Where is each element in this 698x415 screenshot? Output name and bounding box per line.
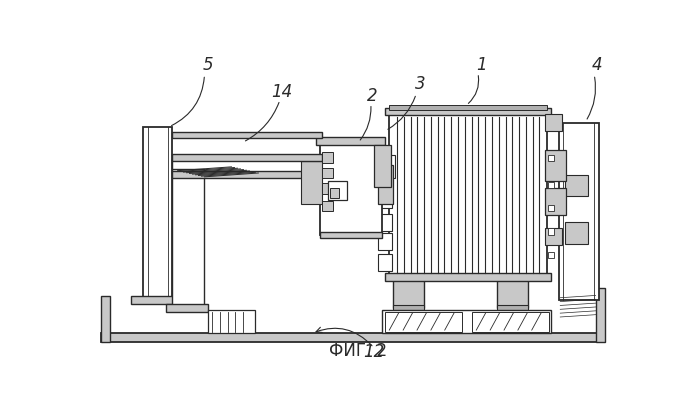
Bar bbox=[548, 251, 554, 258]
Bar bbox=[545, 150, 566, 181]
Text: 4: 4 bbox=[592, 56, 602, 74]
Bar bbox=[389, 111, 547, 277]
Bar bbox=[378, 233, 392, 250]
Bar bbox=[545, 188, 566, 215]
Bar bbox=[172, 171, 376, 178]
Text: 2: 2 bbox=[367, 87, 378, 105]
Bar bbox=[101, 296, 110, 342]
Bar bbox=[316, 137, 385, 144]
Bar bbox=[320, 232, 382, 239]
Bar bbox=[393, 305, 424, 312]
Bar bbox=[208, 310, 255, 333]
Bar bbox=[172, 169, 205, 308]
Text: 5: 5 bbox=[203, 56, 214, 74]
Bar bbox=[374, 144, 391, 187]
Bar bbox=[565, 175, 588, 196]
Bar bbox=[548, 155, 554, 161]
Bar bbox=[172, 132, 322, 138]
Bar bbox=[320, 142, 382, 234]
Bar bbox=[378, 165, 393, 204]
Bar bbox=[378, 191, 392, 208]
Bar bbox=[131, 296, 181, 304]
Bar bbox=[558, 123, 599, 300]
Bar bbox=[548, 205, 554, 212]
Bar bbox=[565, 222, 588, 244]
Bar bbox=[378, 168, 392, 185]
Bar bbox=[330, 188, 339, 198]
Bar bbox=[378, 254, 392, 271]
Bar bbox=[143, 127, 172, 300]
Text: 3: 3 bbox=[415, 76, 425, 93]
Bar bbox=[166, 304, 208, 312]
Bar bbox=[545, 114, 562, 131]
Text: 12: 12 bbox=[363, 343, 385, 361]
Bar bbox=[595, 288, 605, 342]
Bar bbox=[101, 333, 605, 342]
Bar bbox=[322, 152, 333, 163]
Bar bbox=[371, 155, 394, 178]
Bar bbox=[322, 183, 333, 194]
Bar bbox=[548, 228, 554, 234]
Bar bbox=[385, 273, 551, 281]
Bar bbox=[497, 305, 528, 312]
Bar bbox=[301, 161, 322, 204]
Bar bbox=[385, 107, 551, 115]
Bar bbox=[327, 181, 347, 200]
Text: ФИГ. 2: ФИГ. 2 bbox=[329, 342, 387, 360]
Bar bbox=[385, 312, 463, 332]
Bar bbox=[393, 278, 424, 308]
Bar bbox=[473, 312, 549, 332]
Bar bbox=[389, 105, 547, 110]
Bar bbox=[172, 159, 322, 173]
Bar bbox=[548, 182, 554, 188]
Text: 14: 14 bbox=[271, 83, 292, 101]
Bar bbox=[497, 278, 528, 308]
Bar bbox=[322, 168, 333, 178]
Bar bbox=[322, 201, 333, 212]
Text: 1: 1 bbox=[476, 56, 487, 74]
Bar bbox=[378, 214, 392, 231]
Bar bbox=[545, 228, 562, 244]
Bar bbox=[382, 310, 551, 333]
Bar bbox=[172, 154, 322, 161]
